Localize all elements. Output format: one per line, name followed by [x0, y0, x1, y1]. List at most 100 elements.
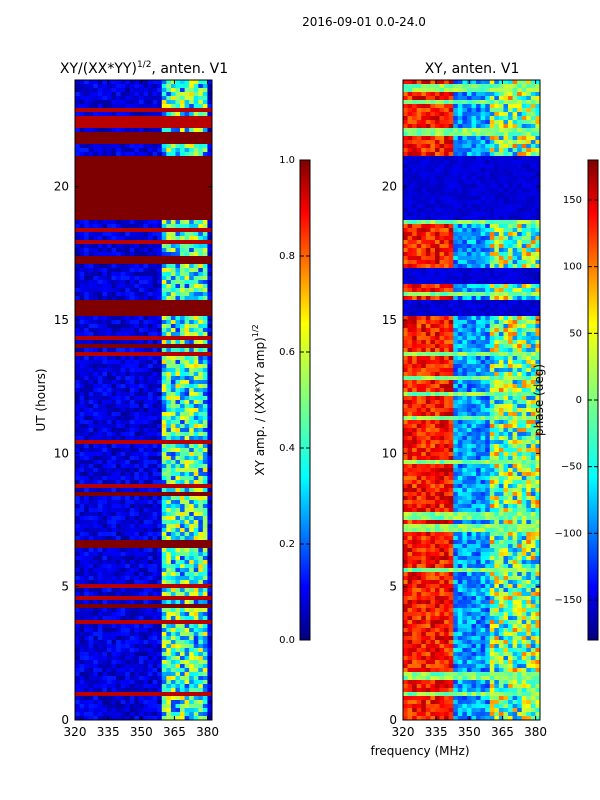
heatmap-cell	[102, 232, 108, 237]
heatmap-cell	[193, 288, 199, 293]
heatmap-cell	[189, 568, 195, 573]
heatmap-cell	[97, 176, 103, 181]
heatmap-cell	[97, 288, 103, 293]
heatmap-cell	[143, 396, 149, 401]
heatmap-cell	[88, 692, 94, 697]
heatmap-cell	[202, 376, 208, 381]
heatmap-cell	[184, 644, 190, 649]
heatmap-cell	[75, 376, 80, 381]
heatmap-cell	[111, 488, 117, 493]
heatmap-cell	[207, 424, 212, 429]
heatmap-cell	[75, 556, 80, 561]
heatmap-cell	[207, 684, 212, 689]
heatmap-cell	[170, 456, 176, 461]
heatmap-cell	[102, 220, 108, 225]
heatmap-cell	[138, 668, 144, 673]
heatmap-cell	[138, 344, 144, 349]
heatmap-cell	[75, 452, 80, 457]
heatmap-cell	[125, 348, 131, 353]
heatmap-cell	[202, 284, 208, 289]
heatmap-cell	[193, 576, 199, 581]
heatmap-cell	[202, 604, 208, 609]
heatmap-cell	[148, 228, 154, 233]
heatmap-cell	[157, 704, 163, 709]
heatmap-cell	[84, 100, 90, 105]
heatmap-cell	[111, 280, 117, 285]
heatmap-cell	[202, 260, 208, 265]
heatmap-cell	[143, 200, 149, 205]
heatmap-cell	[84, 716, 90, 720]
heatmap-cell	[193, 620, 199, 625]
heatmap-cell	[106, 96, 112, 101]
heatmap-cell	[180, 232, 185, 237]
heatmap-cell	[189, 104, 195, 109]
heatmap-cell	[125, 324, 131, 329]
heatmap-cell	[157, 424, 163, 429]
heatmap-cell	[180, 188, 185, 193]
heatmap-cell	[88, 132, 94, 137]
heatmap-cell	[120, 224, 126, 229]
heatmap-cell	[138, 448, 144, 453]
heatmap-cell	[88, 216, 94, 221]
heatmap-cell	[129, 548, 135, 553]
heatmap-cell	[193, 652, 199, 657]
heatmap-cell	[97, 236, 103, 241]
heatmap-cell	[184, 668, 190, 673]
heatmap-cell	[97, 180, 103, 185]
heatmap-cell	[180, 444, 185, 449]
heatmap-cell	[148, 340, 154, 345]
heatmap-cell	[75, 460, 80, 465]
heatmap-cell	[102, 648, 108, 653]
heatmap-cell	[125, 80, 131, 85]
heatmap-cell	[166, 504, 172, 509]
heatmap-cell	[134, 356, 140, 361]
heatmap-cell	[161, 204, 167, 209]
heatmap-cell	[125, 680, 131, 685]
heatmap-cell	[202, 424, 208, 429]
heatmap-cell	[175, 632, 181, 637]
heatmap-cell	[125, 316, 131, 321]
heatmap-cell	[198, 688, 204, 693]
heatmap-cell	[170, 524, 176, 529]
heatmap-cell	[106, 212, 112, 217]
heatmap-cell	[161, 472, 167, 477]
heatmap-cell	[193, 604, 199, 609]
heatmap-cell	[198, 452, 204, 457]
heatmap-cell	[175, 612, 181, 617]
heatmap-cell	[152, 432, 158, 437]
heatmap-cell	[148, 264, 154, 269]
heatmap-cell	[161, 704, 167, 709]
heatmap-cell	[138, 284, 144, 289]
heatmap-cell	[180, 108, 185, 113]
heatmap-cell	[425, 84, 431, 89]
heatmap-cell	[138, 368, 144, 373]
heatmap-cell	[180, 88, 185, 93]
heatmap-cell	[207, 440, 212, 445]
heatmap-cell	[198, 128, 204, 133]
heatmap-cell	[166, 220, 172, 225]
heatmap-cell	[120, 92, 126, 97]
heatmap-cell	[193, 120, 199, 125]
heatmap-cell	[88, 640, 94, 645]
heatmap-cell	[170, 588, 176, 593]
heatmap-cell	[84, 456, 90, 461]
heatmap-cell	[125, 528, 131, 533]
heatmap-cell	[75, 576, 80, 581]
heatmap-cell	[88, 340, 94, 345]
heatmap-cell	[175, 304, 181, 309]
heatmap-cell	[184, 520, 190, 525]
heatmap-cell	[75, 644, 80, 649]
heatmap-cell	[79, 512, 85, 517]
heatmap-cell	[143, 604, 149, 609]
heatmap-cell	[88, 284, 94, 289]
heatmap-cell	[129, 496, 135, 501]
heatmap-cell	[134, 652, 140, 657]
heatmap-cell	[161, 136, 167, 141]
heatmap-cell	[143, 712, 149, 717]
heatmap-cell	[97, 148, 103, 153]
heatmap-cell	[180, 604, 185, 609]
heatmap-cell	[97, 448, 103, 453]
heatmap-cell	[75, 388, 80, 393]
heatmap-cell	[143, 608, 149, 613]
heatmap-cell	[116, 508, 122, 513]
